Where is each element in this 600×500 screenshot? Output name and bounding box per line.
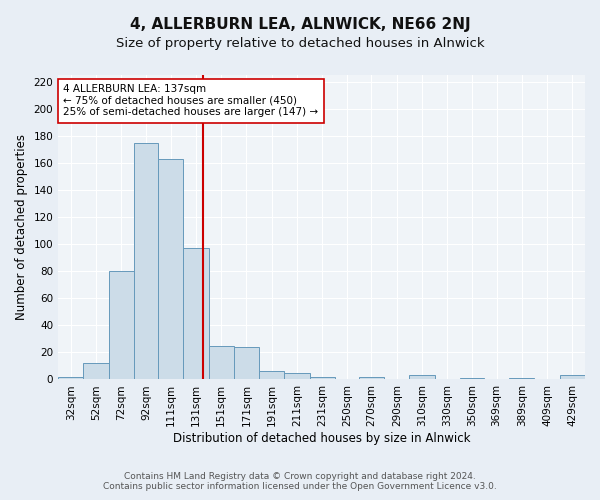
- Bar: [560, 376, 585, 380]
- Bar: [134, 142, 158, 380]
- Bar: [158, 159, 183, 380]
- Bar: [310, 377, 335, 380]
- Bar: [409, 376, 434, 380]
- Bar: [209, 346, 234, 380]
- Bar: [83, 363, 109, 380]
- Y-axis label: Number of detached properties: Number of detached properties: [15, 134, 28, 320]
- Bar: [359, 377, 384, 380]
- Bar: [183, 248, 209, 380]
- Text: 4 ALLERBURN LEA: 137sqm
← 75% of detached houses are smaller (450)
25% of semi-d: 4 ALLERBURN LEA: 137sqm ← 75% of detache…: [64, 84, 319, 117]
- Bar: [259, 372, 284, 380]
- Text: Size of property relative to detached houses in Alnwick: Size of property relative to detached ho…: [116, 38, 484, 51]
- Text: Contains public sector information licensed under the Open Government Licence v3: Contains public sector information licen…: [103, 482, 497, 491]
- Bar: [109, 271, 134, 380]
- Bar: [234, 347, 259, 380]
- X-axis label: Distribution of detached houses by size in Alnwick: Distribution of detached houses by size …: [173, 432, 470, 445]
- Text: Contains HM Land Registry data © Crown copyright and database right 2024.: Contains HM Land Registry data © Crown c…: [124, 472, 476, 481]
- Text: 4, ALLERBURN LEA, ALNWICK, NE66 2NJ: 4, ALLERBURN LEA, ALNWICK, NE66 2NJ: [130, 18, 470, 32]
- Bar: [58, 377, 83, 380]
- Bar: [460, 378, 484, 380]
- Bar: [284, 372, 310, 380]
- Bar: [509, 378, 535, 380]
